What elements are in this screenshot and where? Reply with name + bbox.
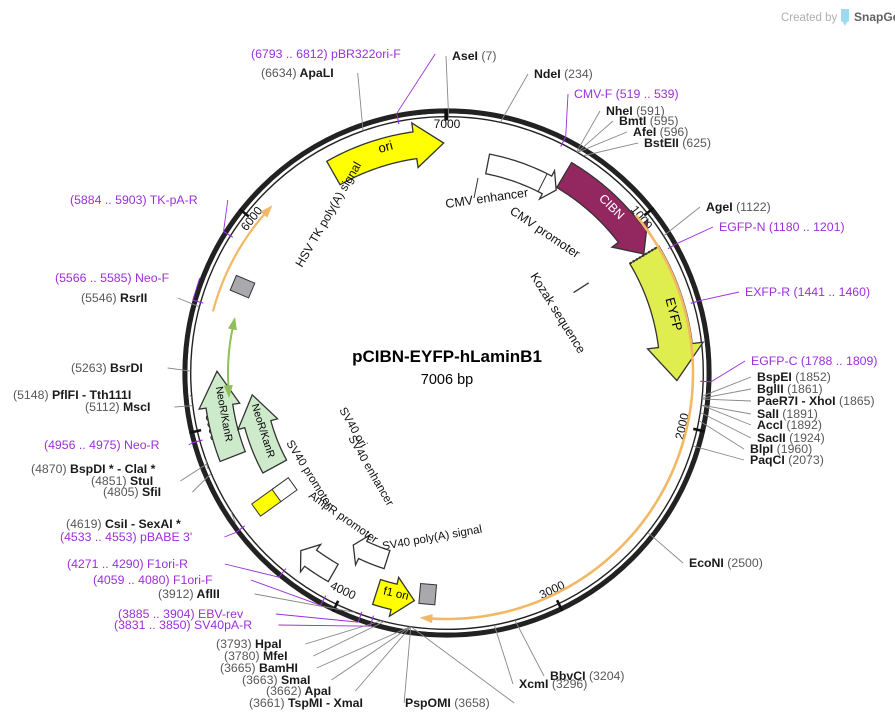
svg-text:(3912) AflII: (3912) AflII [158, 587, 220, 601]
svg-text:PspOMI (3658): PspOMI (3658) [405, 696, 490, 710]
svg-text:BstEII (625): BstEII (625) [644, 136, 711, 150]
svg-text:(6793 .. 6812) pBR322ori-F: (6793 .. 6812) pBR322ori-F [251, 47, 401, 61]
svg-text:SV40 poly(A) signal: SV40 poly(A) signal [381, 524, 483, 553]
svg-text:CMV-F (519 .. 539): CMV-F (519 .. 539) [574, 87, 679, 101]
svg-text:(5263) BsrDI: (5263) BsrDI [71, 361, 143, 375]
svg-text:AccI (1892): AccI (1892) [757, 418, 822, 432]
svg-text:NdeI (234): NdeI (234) [534, 67, 593, 81]
svg-text:SnapGene: SnapGene [854, 10, 895, 24]
svg-text:AgeI (1122): AgeI (1122) [706, 200, 771, 214]
svg-text:(6634) ApaLI: (6634) ApaLI [261, 66, 334, 80]
svg-text:HSV TK poly(A) signal: HSV TK poly(A) signal [292, 159, 364, 269]
svg-text:(4805) SfiI: (4805) SfiI [103, 485, 161, 499]
svg-text:(5884 .. 5903) TK-pA-R: (5884 .. 5903) TK-pA-R [70, 193, 198, 207]
svg-text:EcoNI (2500): EcoNI (2500) [689, 556, 763, 570]
svg-text:(5566 .. 5585) Neo-F: (5566 .. 5585) Neo-F [55, 271, 170, 285]
svg-text:(3831 .. 3850) SV40pA-R: (3831 .. 3850) SV40pA-R [114, 618, 252, 632]
svg-text:PaeR7I - XhoI (1865): PaeR7I - XhoI (1865) [757, 394, 875, 408]
svg-text:SV40 enhancer: SV40 enhancer [345, 434, 395, 509]
svg-text:Kozak sequence: Kozak sequence [527, 270, 588, 356]
svg-text:XcmI (3296): XcmI (3296) [519, 677, 587, 691]
svg-text:(4533 .. 4553) pBABE 3': (4533 .. 4553) pBABE 3' [60, 530, 192, 544]
svg-text:pCIBN-EYFP-hLaminB1: pCIBN-EYFP-hLaminB1 [352, 347, 542, 366]
svg-text:(4271 .. 4290) F1ori-R: (4271 .. 4290) F1ori-R [67, 557, 188, 571]
svg-text:7006 bp: 7006 bp [421, 372, 473, 388]
svg-text:PaqCI (2073): PaqCI (2073) [750, 453, 824, 467]
svg-text:Created by: Created by [781, 12, 838, 24]
svg-text:(5546) RsrII: (5546) RsrII [81, 291, 147, 305]
svg-text:EGFP-C (1788 .. 1809): EGFP-C (1788 .. 1809) [751, 354, 877, 368]
svg-text:AseI (7): AseI (7) [452, 49, 496, 63]
svg-text:7000: 7000 [434, 117, 461, 131]
svg-text:CMV promoter: CMV promoter [507, 204, 582, 261]
svg-text:4000: 4000 [328, 578, 358, 602]
svg-text:(4059 .. 4080) F1ori-F: (4059 .. 4080) F1ori-F [93, 573, 213, 587]
svg-text:(5112) MscI: (5112) MscI [85, 400, 150, 414]
svg-text:(4956 .. 4975) Neo-R: (4956 .. 4975) Neo-R [44, 438, 160, 452]
svg-text:AmpR promoter: AmpR promoter [306, 490, 380, 546]
svg-text:(4619) CsiI - SexAI *: (4619) CsiI - SexAI * [66, 517, 181, 531]
svg-text:EXFP-R (1441 .. 1460): EXFP-R (1441 .. 1460) [745, 285, 870, 299]
svg-text:EGFP-N (1180 .. 1201): EGFP-N (1180 .. 1201) [719, 220, 845, 234]
svg-text:(3661) TspMI - XmaI: (3661) TspMI - XmaI [249, 696, 363, 710]
